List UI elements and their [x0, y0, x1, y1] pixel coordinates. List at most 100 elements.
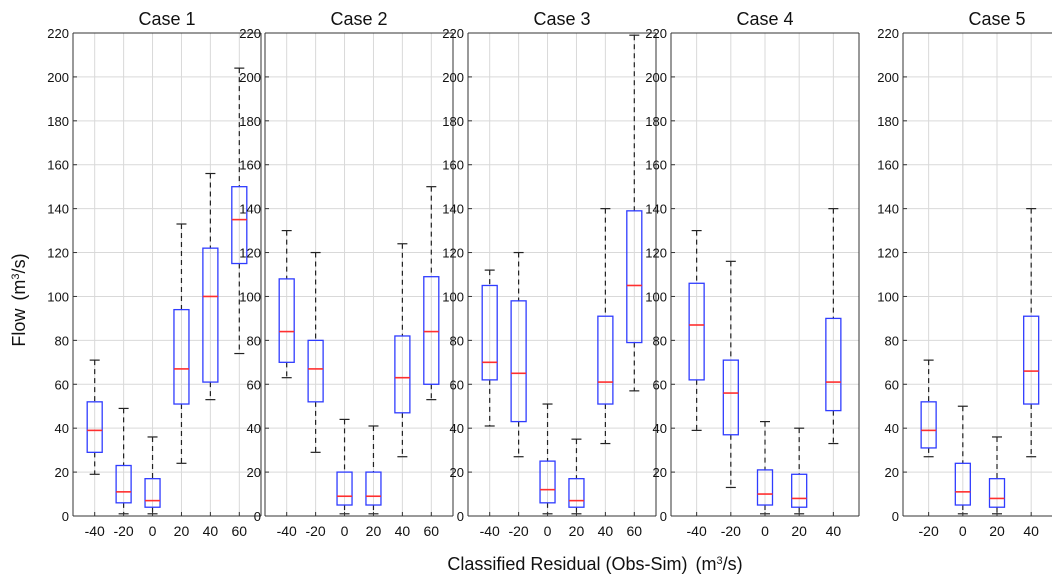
box-2: [115, 407, 132, 515]
y-tick-label: 220: [645, 26, 667, 41]
x-tick-label: 60: [232, 523, 248, 539]
box-iqr: [394, 335, 411, 414]
x-tick-label: -20: [919, 523, 939, 539]
y-tick-label: 180: [47, 114, 69, 129]
y-tick-label: 40: [885, 421, 899, 436]
box-iqr: [231, 186, 248, 265]
panel-title: Case 5: [968, 9, 1025, 29]
x-tick-label: 20: [174, 523, 190, 539]
y-tick-label: 160: [877, 158, 899, 173]
box-iqr: [626, 210, 643, 344]
x-tick-label: 40: [598, 523, 614, 539]
x-tick-label: -20: [305, 523, 325, 539]
box-4: [568, 438, 585, 515]
x-tick-label: -40: [687, 523, 707, 539]
y-tick-label: 200: [442, 70, 464, 85]
y-tick-label: 120: [47, 246, 69, 261]
box-iqr: [860, 231, 875, 345]
y-tick-label: 80: [450, 333, 464, 348]
box-iqr: [336, 471, 353, 506]
box-6: [423, 186, 440, 401]
y-tick-label: 60: [247, 377, 261, 392]
x-tick-label: 60: [424, 523, 440, 539]
y-tick-label: 20: [247, 465, 261, 480]
box-iqr: [202, 247, 219, 383]
y-tick-label: 220: [442, 26, 464, 41]
y-tick-label: 220: [47, 26, 69, 41]
x-axis-label: Classified Residual (Obs-Sim) (m3/s): [447, 554, 742, 574]
box-2: [954, 405, 971, 515]
y-tick-label: 180: [239, 114, 261, 129]
y-tick-label: 60: [653, 377, 667, 392]
box-5: [394, 243, 411, 458]
y-tick-label: 140: [442, 202, 464, 217]
y-tick-label: 100: [47, 289, 69, 304]
box-6: [860, 187, 875, 396]
x-tick-label: -20: [113, 523, 133, 539]
box-1: [920, 359, 937, 458]
box-1: [86, 359, 103, 475]
panel-4: Case 4020406080100120140160180200220-40-…: [645, 9, 875, 539]
box-iqr: [278, 278, 295, 363]
x-tick-label: 20: [366, 523, 382, 539]
y-tick-label: 220: [239, 26, 261, 41]
y-tick-label: 40: [55, 421, 69, 436]
y-tick-label: 0: [660, 509, 667, 524]
x-tick-label: -40: [85, 523, 105, 539]
box-iqr: [173, 308, 190, 405]
y-tick-label: 120: [442, 246, 464, 261]
y-tick-label: 200: [239, 70, 261, 85]
box-2: [307, 251, 324, 453]
y-tick-label: 200: [645, 70, 667, 85]
y-tick-label: 200: [47, 70, 69, 85]
y-tick-label: 100: [645, 289, 667, 304]
panel-title: Case 4: [736, 9, 793, 29]
y-tick-label: 180: [645, 114, 667, 129]
y-tick-label: 20: [653, 465, 667, 480]
box-iqr: [688, 282, 705, 381]
y-tick-label: 40: [247, 421, 261, 436]
box-iqr: [988, 478, 1006, 508]
y-tick-label: 0: [254, 509, 261, 524]
y-tick-label: 40: [653, 421, 667, 436]
box-iqr: [86, 401, 103, 453]
y-tick-label: 0: [62, 509, 69, 524]
box-iqr: [144, 478, 161, 508]
y-tick-label: 120: [239, 246, 261, 261]
panel-3: Case 3020406080100120140160180200220-40-…: [442, 9, 657, 539]
box-5: [202, 172, 219, 401]
box-iqr: [920, 401, 937, 449]
y-tick-label: 80: [653, 333, 667, 348]
box-iqr: [568, 478, 585, 508]
box-iqr: [307, 339, 324, 403]
y-tick-label: 100: [239, 289, 261, 304]
x-tick-label: 0: [341, 523, 349, 539]
panel-title: Case 3: [533, 9, 590, 29]
x-tick-label: -40: [480, 523, 500, 539]
x-tick-label: 20: [989, 523, 1005, 539]
box-3: [144, 436, 161, 515]
box-3: [756, 420, 774, 515]
y-tick-label: 80: [247, 333, 261, 348]
box-iqr: [365, 471, 382, 506]
y-tick-label: 80: [55, 333, 69, 348]
box-iqr: [756, 469, 774, 506]
y-tick-label: 100: [442, 289, 464, 304]
x-tick-label: 60: [627, 523, 643, 539]
box-1: [481, 269, 498, 427]
x-tick-label: 40: [826, 523, 842, 539]
y-tick-label: 160: [442, 158, 464, 173]
box-iqr: [115, 464, 132, 504]
x-tick-label: -40: [277, 523, 297, 539]
y-tick-label: 20: [885, 465, 899, 480]
box-6: [626, 34, 643, 392]
plot-area: [671, 32, 875, 517]
x-tick-label: 0: [959, 523, 967, 539]
x-tick-label: 0: [761, 523, 769, 539]
box-iqr: [825, 317, 842, 412]
plot-area: [903, 32, 1052, 517]
x-tick-label: 40: [395, 523, 411, 539]
box-2: [722, 260, 739, 489]
box-iqr: [954, 462, 971, 506]
plot-area: [265, 32, 453, 517]
